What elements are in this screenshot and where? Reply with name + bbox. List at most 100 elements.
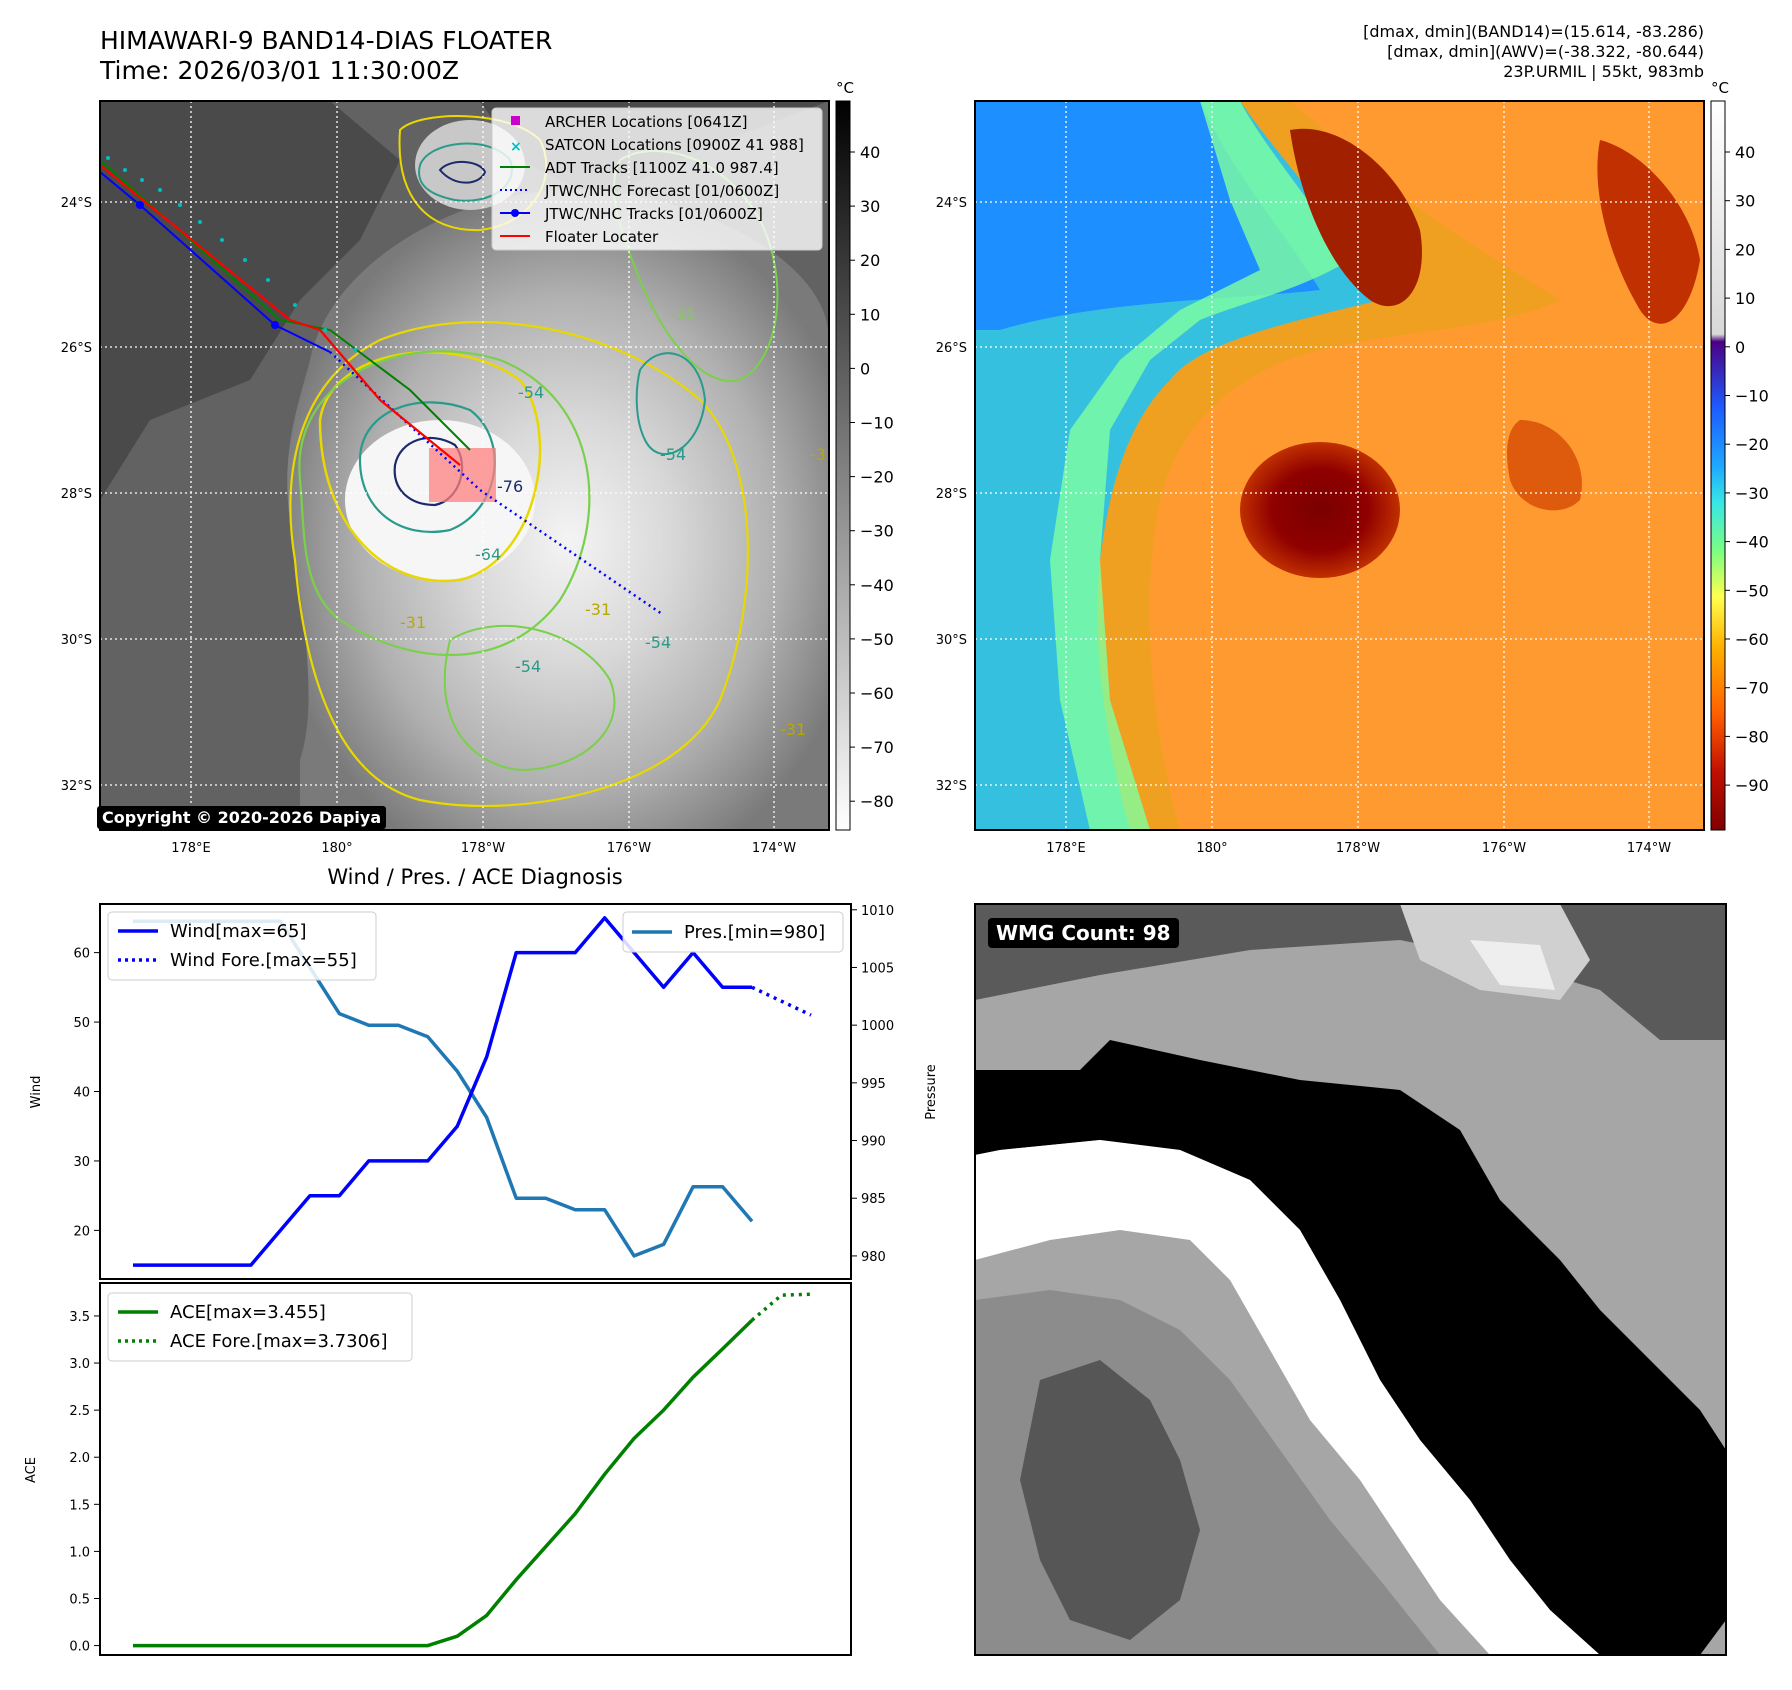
ytick-label: 985	[861, 1192, 886, 1207]
jtwc-track-marker	[136, 201, 144, 209]
wmg-frame	[974, 903, 1727, 1656]
colorbar-tick-label: −20	[1735, 435, 1769, 454]
awv-colorbar-ticks: 40 30 20 10 0 −10 −20 −30 −40 −50 −60 −70 −80 −90	[1725, 143, 1769, 795]
ir-colorbar-unit: °C	[836, 79, 854, 97]
ir-contour-green-outer	[298, 350, 591, 656]
ir-lat-label: 32°S	[61, 779, 92, 794]
colorbar-tick-label: −70	[1735, 679, 1769, 698]
colorbar-tick-label: −50	[860, 630, 894, 649]
band14-stats: [dmax, dmin](BAND14)=(15.614, -83.286)	[1363, 22, 1704, 41]
colorbar-tick-label: 0	[860, 359, 870, 378]
ace-legend-box	[107, 1292, 413, 1362]
colorbar-tick-label: −60	[860, 684, 894, 703]
ir-lon-label: 176°W	[607, 841, 651, 856]
ace-legend-label: ACE[max=3.455]	[170, 1302, 326, 1323]
ir-legend-box	[491, 107, 823, 251]
pressure-legend-label: Pres.[min=980]	[684, 922, 825, 943]
wind-legend-box	[107, 911, 377, 981]
ir-contour-teal-east	[635, 352, 707, 456]
ytick-label: 50	[73, 1016, 90, 1031]
colorbar-tick-label: −30	[1735, 484, 1769, 503]
ir-contour-label: -31	[810, 445, 836, 464]
colorbar-tick-label: −30	[860, 522, 894, 541]
awv-lon-label: 174°W	[1627, 841, 1671, 856]
adt-track-line	[100, 159, 471, 451]
wind-ylabel: Wind	[29, 1076, 44, 1109]
ir-contour-label: -54	[660, 445, 686, 464]
awv-lat-label: 26°S	[936, 341, 967, 356]
archer-legend-marker	[511, 116, 520, 125]
ir-lat-label: 24°S	[61, 196, 92, 211]
colorbar-tick-label: −10	[860, 414, 894, 433]
ytick-label: 60	[73, 947, 90, 962]
awv-lon-label: 178°W	[1336, 841, 1380, 856]
ace-chart-frame	[99, 1282, 852, 1656]
wind-yticks: 20 30 40 50 60	[73, 947, 100, 1239]
awv-orange-mass	[1149, 101, 1704, 830]
ace-forecast-legend-label: ACE Fore.[max=3.7306]	[170, 1331, 388, 1352]
ace-chart: 0.0 0.5 1.0 1.5 2.0 2.5 3.0 3.5 ACE ACE[max=3.4…	[24, 1282, 852, 1656]
ytick-label: 2.0	[69, 1451, 90, 1466]
ir-lon-labels: 178°E 180° 178°W 176°W 174°W	[171, 841, 796, 856]
ir-contour-label: -54	[645, 633, 671, 652]
legend-label-tracks: JTWC/NHC Tracks [01/0600Z]	[544, 205, 763, 223]
awv-lon-label: 178°E	[1046, 841, 1086, 856]
awv-dry-northwest	[975, 101, 1320, 330]
wmg-white-ring	[975, 1140, 1600, 1655]
awv-colorbar	[1710, 100, 1726, 831]
tracks-legend-marker	[511, 209, 519, 217]
ir-legend: ARCHER Locations [0641Z] × SATCON Locati…	[491, 107, 823, 251]
colorbar-tick-label: −60	[1735, 630, 1769, 649]
colorbar-tick-label: 10	[1735, 289, 1755, 308]
satcon-legend-marker: ×	[510, 139, 522, 155]
ir-contour-label: -31	[780, 720, 806, 739]
ytick-label: 0.5	[69, 1592, 90, 1607]
time-title: Time: 2026/03/01 11:30:00Z	[100, 56, 459, 85]
satcon-markers	[106, 156, 357, 352]
wind-forecast-series-line	[751, 985, 812, 1017]
pressure-yticks: 980 985 990 995 1000 1005 1010	[851, 904, 894, 1265]
ace-forecast-series-line	[750, 1292, 812, 1322]
wind-legend-label: Wind[max=65]	[170, 921, 307, 942]
wind-forecast-legend-label: Wind Fore.[max=55]	[170, 950, 357, 971]
legend-label-floater: Floater Locater	[545, 228, 659, 246]
ir-lon-label: 180°	[321, 841, 352, 856]
ir-lat-label: 28°S	[61, 487, 92, 502]
pressure-legend-box	[622, 911, 844, 953]
floater-locater-line	[100, 164, 461, 466]
ytick-label: 990	[861, 1135, 886, 1150]
ir-lon-label: 178°W	[461, 841, 505, 856]
legend-label-satcon: SATCON Locations [0900Z 41 988]	[545, 136, 804, 154]
ir-contour-label: -31	[400, 613, 426, 632]
awv-colorbar-unit: °C	[1711, 79, 1729, 97]
ir-map-frame	[99, 100, 830, 831]
wmg-dark-center	[1020, 1360, 1200, 1640]
awv-eye-region	[1240, 442, 1400, 578]
ir-contour-label: -31	[670, 305, 696, 324]
wmg-black-ring	[975, 1040, 1726, 1655]
awv-lat-label: 30°S	[936, 633, 967, 648]
ytick-label: 1005	[861, 961, 894, 976]
main-title: HIMAWARI-9 BAND14-DIAS FLOATER	[100, 26, 553, 55]
ir-contour-yellow-core	[318, 351, 542, 583]
colorbar-tick-label: −40	[860, 576, 894, 595]
colorbar-tick-label: 30	[860, 197, 880, 216]
awv-lon-label: 176°W	[1482, 841, 1526, 856]
colorbar-tick-label: −80	[1735, 727, 1769, 746]
ytick-label: 3.5	[69, 1310, 90, 1325]
ytick-label: 3.0	[69, 1357, 90, 1372]
jtwc-forecast-line	[329, 351, 663, 616]
ir-contour-label: -54	[515, 657, 541, 676]
awv-lon-label: 180°	[1196, 841, 1227, 856]
jtwc-track-marker	[271, 321, 279, 329]
awv-stats: [dmax, dmin](AWV)=(-38.322, -80.644)	[1387, 42, 1704, 61]
ir-contour-green-south	[443, 624, 616, 772]
ir-lat-label: 26°S	[61, 341, 92, 356]
ace-yticks: 0.0 0.5 1.0 1.5 2.0 2.5 3.0 3.5	[69, 1310, 100, 1655]
wmg-count-badge: WMG Count: 98	[988, 918, 1179, 948]
colorbar-tick-label: −70	[860, 738, 894, 757]
ace-chart-series	[133, 1292, 812, 1648]
ir-contour-navy-north	[438, 161, 487, 184]
ir-contour-yellow-outer	[289, 321, 749, 808]
awv-lat-label: 24°S	[936, 196, 967, 211]
